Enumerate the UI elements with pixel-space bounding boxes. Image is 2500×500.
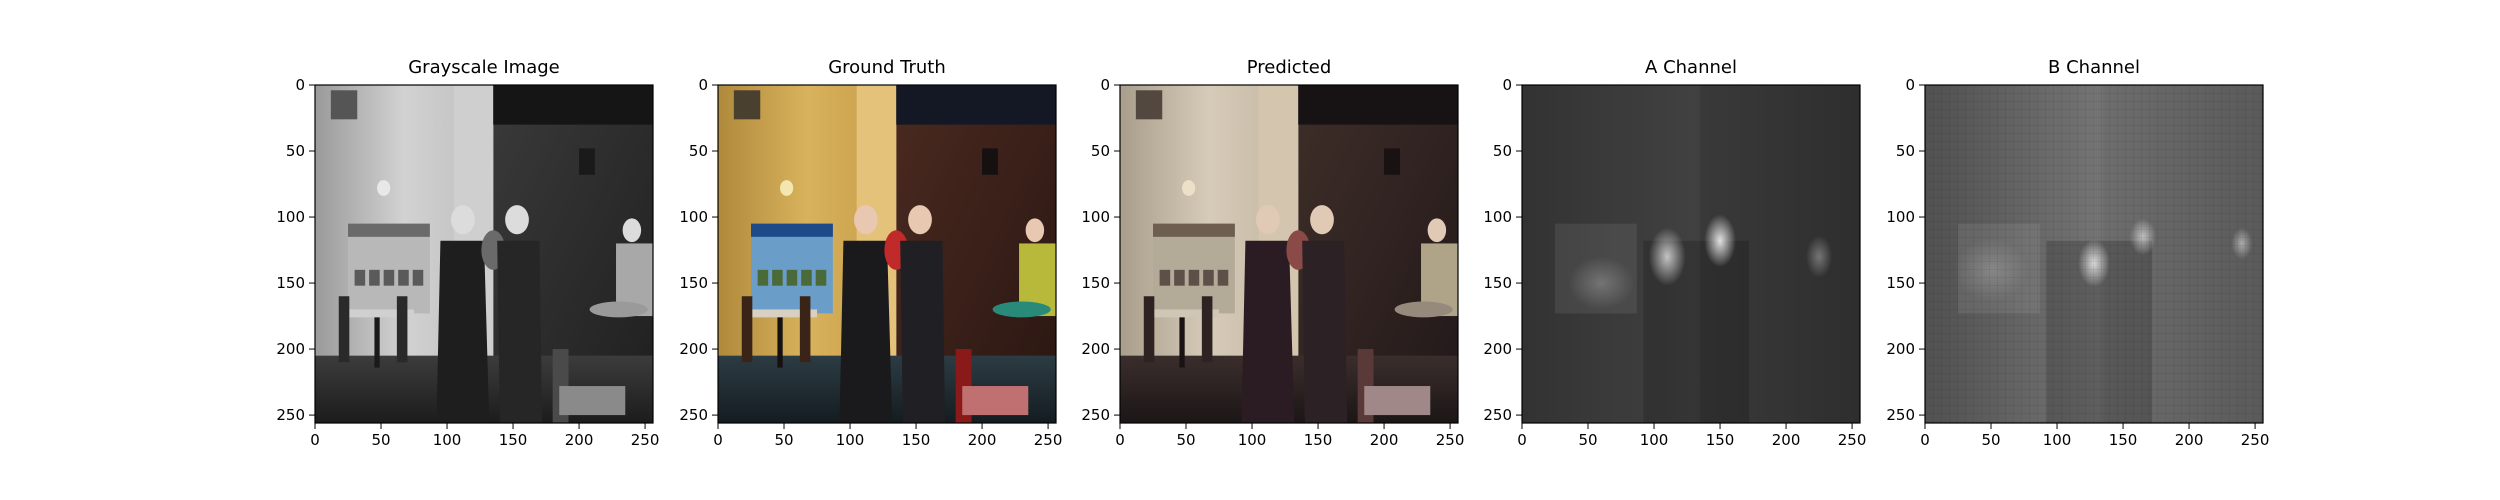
panel-2: Ground Truth 0 50 100 150 200 250 0 50 100 150 200 2… <box>679 57 1062 449</box>
y-tick-label: 250 <box>1483 406 1512 424</box>
y-tick-label: 100 <box>1483 208 1512 226</box>
x-tick-label: 150 <box>499 431 528 449</box>
y-tick-label: 0 <box>1905 76 1915 94</box>
predicted-color-restaurant-photo <box>1120 85 1458 423</box>
axes-frame <box>1119 84 1459 424</box>
panel-title: Grayscale Image <box>408 57 560 78</box>
panel-3: Predicted 0 50 100 150 200 250 0 50 100 150 200 250 <box>1081 57 1464 449</box>
color-restaurant-photo <box>718 85 1056 423</box>
y-tick-label: 50 <box>1896 142 1915 160</box>
x-tick-label: 0 <box>1920 431 1930 449</box>
x-tick-label: 50 <box>371 431 390 449</box>
x-tick-label: 250 <box>1436 431 1465 449</box>
y-tick-label: 50 <box>286 142 305 160</box>
x-tick-label: 0 <box>310 431 320 449</box>
x-tick-label: 0 <box>713 431 723 449</box>
x-tick-label: 0 <box>1115 431 1125 449</box>
y-tick-label: 250 <box>1886 406 1915 424</box>
y-tick-label: 200 <box>1483 340 1512 358</box>
y-tick-label: 50 <box>689 142 708 160</box>
y-tick-label: 250 <box>276 406 305 424</box>
panel-title: Ground Truth <box>828 57 946 78</box>
x-tick-label: 100 <box>1640 431 1669 449</box>
y-tick-label: 150 <box>1081 274 1110 292</box>
axes-frame <box>717 84 1057 424</box>
y-tick-label: 0 <box>698 76 708 94</box>
a-channel-map <box>1522 85 1860 423</box>
panel-5: B Channel 0 50 100 150 200 250 0 50 100 150 200 250 <box>1886 57 2269 449</box>
y-tick-label: 50 <box>1493 142 1512 160</box>
panel-title: Predicted <box>1247 57 1332 78</box>
x-tick-label: 150 <box>1304 431 1333 449</box>
x-tick-label: 200 <box>1772 431 1801 449</box>
x-tick-label: 100 <box>1238 431 1267 449</box>
y-tick-label: 150 <box>1886 274 1915 292</box>
x-tick-label: 150 <box>1706 431 1735 449</box>
x-tick-label: 100 <box>836 431 865 449</box>
y-tick-label: 150 <box>679 274 708 292</box>
panel-1: Grayscale Image 0 50 100 150 200 250 0 50 100 150 2… <box>276 57 659 449</box>
x-tick-label: 50 <box>1176 431 1195 449</box>
y-tick-label: 200 <box>276 340 305 358</box>
b-channel-map <box>1925 85 2263 423</box>
x-tick-label: 200 <box>968 431 997 449</box>
y-tick-label: 200 <box>679 340 708 358</box>
axes-frame <box>314 84 654 424</box>
grayscale-restaurant-photo <box>315 85 653 423</box>
y-tick-label: 0 <box>1100 76 1110 94</box>
y-tick-label: 50 <box>1091 142 1110 160</box>
y-tick-label: 250 <box>679 406 708 424</box>
x-tick-label: 50 <box>1578 431 1597 449</box>
x-tick-label: 50 <box>1981 431 2000 449</box>
x-tick-label: 100 <box>2043 431 2072 449</box>
panels-layer: Grayscale Image 0 50 100 150 200 250 0 50 100 150 2… <box>276 57 2269 449</box>
y-tick-label: 100 <box>679 208 708 226</box>
y-tick-label: 0 <box>295 76 305 94</box>
panel-4: A Channel 0 50 100 150 200 250 0 50 100 150 200 250 <box>1483 57 1866 449</box>
x-tick-label: 50 <box>774 431 793 449</box>
y-tick-label: 200 <box>1081 340 1110 358</box>
y-tick-label: 250 <box>1081 406 1110 424</box>
x-tick-label: 250 <box>1034 431 1063 449</box>
y-tick-label: 100 <box>1886 208 1915 226</box>
y-tick-label: 0 <box>1502 76 1512 94</box>
x-tick-label: 200 <box>1370 431 1399 449</box>
x-tick-label: 250 <box>631 431 660 449</box>
y-tick-label: 200 <box>1886 340 1915 358</box>
x-tick-label: 200 <box>2175 431 2204 449</box>
x-tick-label: 0 <box>1517 431 1527 449</box>
axes-frame <box>1924 84 2264 424</box>
panel-title: B Channel <box>2048 57 2140 78</box>
y-tick-label: 100 <box>276 208 305 226</box>
x-tick-label: 100 <box>433 431 462 449</box>
y-tick-label: 150 <box>1483 274 1512 292</box>
x-tick-label: 150 <box>2109 431 2138 449</box>
x-tick-label: 250 <box>2241 431 2270 449</box>
panel-title: A Channel <box>1645 57 1737 78</box>
y-tick-label: 100 <box>1081 208 1110 226</box>
axes-frame <box>1521 84 1861 424</box>
y-tick-label: 150 <box>276 274 305 292</box>
x-tick-label: 150 <box>902 431 931 449</box>
x-tick-label: 200 <box>565 431 594 449</box>
x-tick-label: 250 <box>1838 431 1867 449</box>
